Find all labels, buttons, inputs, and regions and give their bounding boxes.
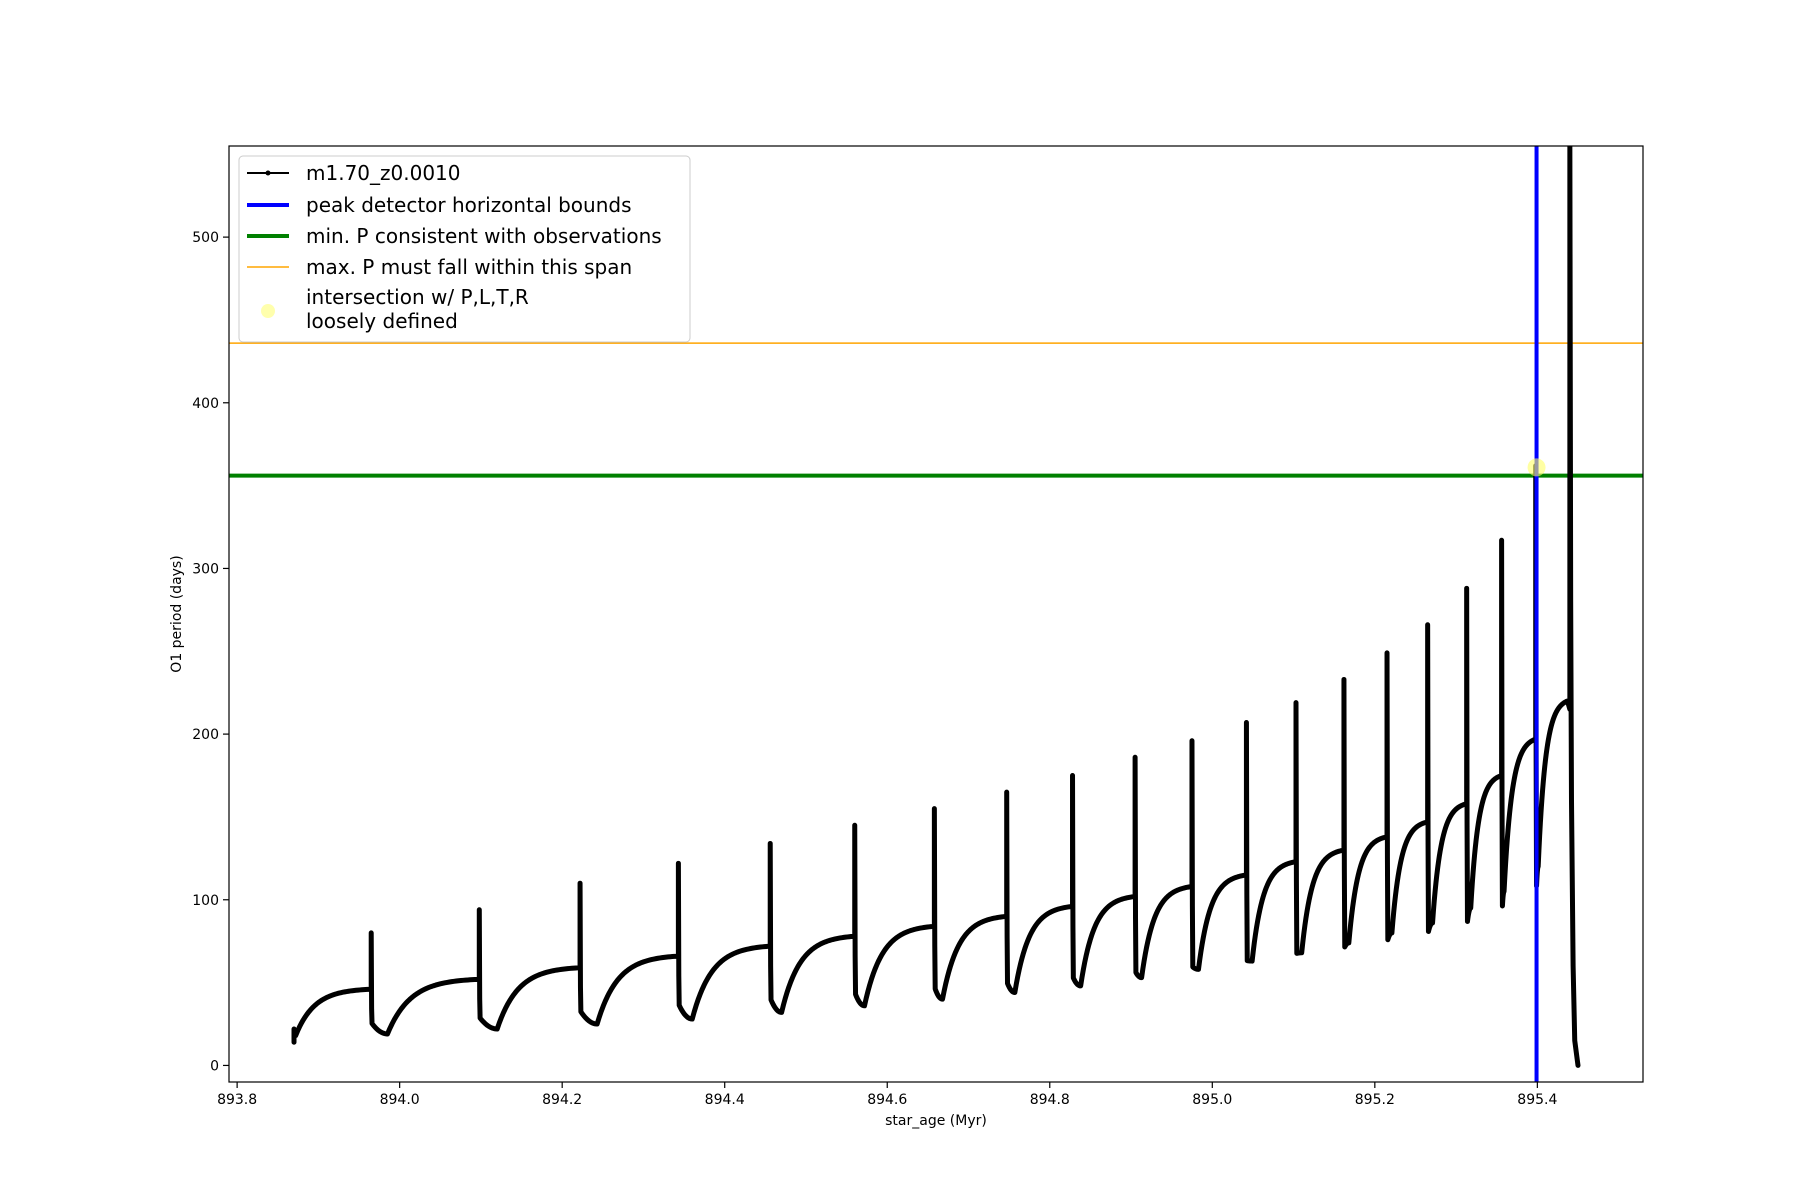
horizontal-reference-lines [229,342,1643,478]
x-tick-label: 894.0 [380,1092,420,1108]
y-tick-label: 400 [192,396,219,412]
x-tick-label: 893.8 [217,1092,257,1108]
y-tick-label: 0 [210,1058,219,1074]
x-tick-label: 895.2 [1355,1092,1395,1108]
legend-label-intersection-line2: loosely defined [306,309,458,333]
y-axis-ticks: 0 100 200 300 400 500 [192,230,229,1074]
x-axis-ticks: 893.8 894.0 894.2 894.4 894.6 894.8 895.0 895.2… [217,1082,1557,1108]
x-tick-label: 894.4 [705,1092,745,1108]
intersection-marker-layer [1527,458,1546,477]
y-axis-label: O1 period (days) [169,555,185,672]
legend-label-series: m1.70_z0.0010 [306,161,461,185]
legend-intersection-swatch [261,304,275,318]
legend-entry-peak-detector: peak detector horizontal bounds [247,193,632,217]
legend-label-peak-detector: peak detector horizontal bounds [306,193,632,217]
x-tick-label: 894.8 [1030,1092,1070,1108]
legend-entry-intersection: intersection w/ P,L,T,R loosely defined [261,285,529,333]
legend-box [238,155,691,343]
y-tick-label: 100 [192,893,219,909]
legend-entry-max-period: max. P must fall within this span [247,255,632,279]
y-tick-label: 200 [192,727,219,743]
legend-entry-min-period: min. P consistent with observations [247,224,662,248]
x-tick-label: 895.4 [1517,1092,1557,1108]
y-tick-label: 300 [192,561,219,577]
plot-frame [228,145,1644,1083]
legend-entry-series: m1.70_z0.0010 [247,161,461,185]
x-tick-label: 894.6 [867,1092,907,1108]
series-layer [291,146,1581,1068]
x-axis-label: star_age (Myr) [885,1113,987,1129]
intersection-marker [1527,458,1546,477]
legend-label-intersection-line1: intersection w/ P,L,T,R [306,285,529,309]
x-tick-label: 894.2 [542,1092,582,1108]
legend-series-marker-swatch [265,170,271,176]
y-tick-label: 500 [192,230,219,246]
legend-label-min-period: min. P consistent with observations [306,224,662,248]
legend: m1.70_z0.0010 peak detector horizontal b… [238,155,691,343]
x-tick-label: 895.0 [1192,1092,1232,1108]
legend-label-max-period: max. P must fall within this span [306,255,632,279]
series-line-m1-70-z0-0010 [291,146,1581,1068]
